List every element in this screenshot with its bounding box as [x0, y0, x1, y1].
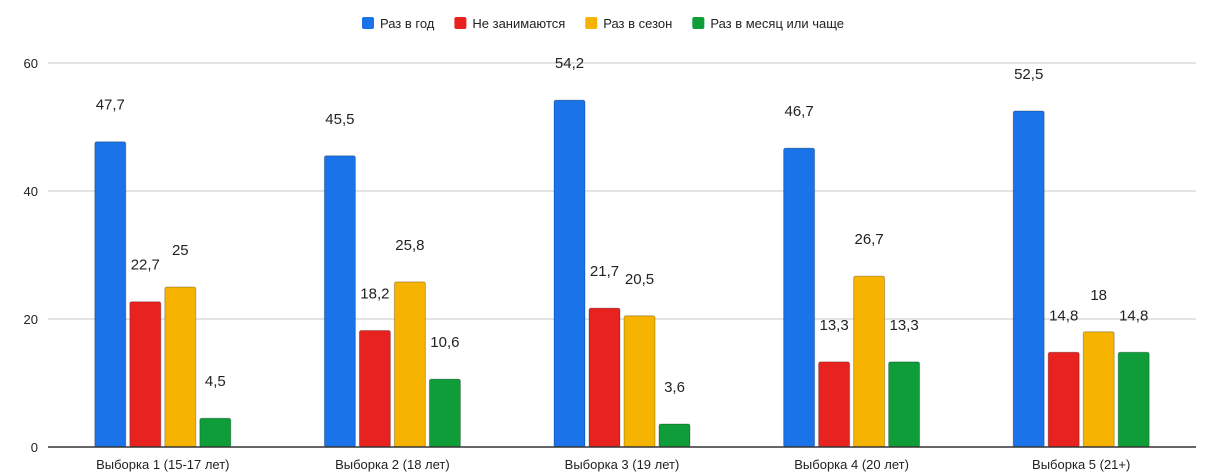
bar — [199, 417, 232, 448]
legend-item: Не занимаются — [454, 16, 565, 31]
data-label: 18,2 — [360, 286, 389, 303]
bar — [588, 307, 621, 448]
x-category-label: Выборка 2 (18 лет) — [335, 457, 450, 472]
bar — [888, 361, 921, 448]
data-label: 13,3 — [889, 317, 918, 334]
legend-label: Не занимаются — [472, 16, 565, 31]
data-label: 25,8 — [395, 237, 424, 254]
gridlines — [48, 62, 1196, 320]
data-label: 14,8 — [1119, 307, 1148, 324]
bar — [1082, 331, 1115, 448]
data-label: 22,7 — [131, 257, 160, 274]
x-category-label: Выборка 3 (19 лет) — [565, 457, 680, 472]
bar — [358, 330, 391, 448]
legend-item: Раз в месяц или чаще — [692, 16, 844, 31]
bars — [94, 99, 1150, 448]
y-tick-label: 60 — [24, 56, 38, 71]
data-label: 4,5 — [205, 373, 226, 390]
data-labels: 47,7 22,7 25 4,5 45,5 18,2 25,8 10,6 54,2 21,7 20,… — [96, 55, 1149, 396]
data-label: 10,6 — [430, 334, 459, 351]
data-label: 3,6 — [664, 379, 685, 396]
legend-label: Раз в сезон — [603, 16, 672, 31]
bar — [818, 361, 851, 448]
bar — [1117, 351, 1150, 448]
data-label: 14,8 — [1049, 307, 1078, 324]
legend-swatch — [361, 17, 374, 29]
legend-swatch — [454, 17, 467, 29]
x-category-label: Выборка 5 (21+) — [1032, 457, 1130, 472]
legend-label: Раз в год — [380, 16, 435, 31]
y-axis-ticks: 0 20 40 60 — [24, 56, 38, 455]
y-tick-label: 20 — [24, 312, 38, 327]
bar — [393, 281, 426, 448]
legend-swatch — [692, 17, 705, 29]
legend-item: Раз в год — [361, 16, 435, 31]
data-label: 13,3 — [819, 317, 848, 334]
data-label: 18 — [1090, 287, 1107, 304]
legend: Раз в год Не занимаются Раз в сезон Раз в м… — [361, 16, 844, 31]
data-label: 47,7 — [96, 97, 125, 114]
legend-item: Раз в сезон — [585, 16, 672, 31]
y-tick-label: 40 — [24, 184, 38, 199]
y-tick-label: 0 — [31, 440, 38, 455]
bar — [129, 301, 162, 448]
x-category-label: Выборка 1 (15-17 лет) — [96, 457, 229, 472]
data-label: 52,5 — [1014, 66, 1043, 83]
bar — [658, 423, 691, 448]
data-label: 45,5 — [325, 111, 354, 128]
data-label: 20,5 — [625, 271, 654, 288]
x-axis-categories: Выборка 1 (15-17 лет) Выборка 2 (18 лет) В… — [96, 457, 1130, 472]
bar — [94, 141, 127, 448]
bar — [1012, 110, 1045, 448]
data-label: 26,7 — [854, 231, 883, 248]
bar — [323, 155, 356, 448]
legend-swatch — [585, 17, 598, 29]
bar — [783, 147, 816, 448]
bar — [164, 286, 197, 448]
data-label: 46,7 — [784, 103, 813, 120]
x-category-label: Выборка 4 (20 лет) — [794, 457, 909, 472]
bar — [553, 99, 586, 448]
data-label: 21,7 — [590, 263, 619, 280]
legend-label: Раз в месяц или чаще — [710, 16, 844, 31]
bar — [1047, 351, 1080, 448]
bar — [428, 378, 461, 448]
bar — [853, 275, 886, 448]
data-label: 54,2 — [555, 55, 584, 72]
bar — [623, 315, 656, 448]
data-label: 25 — [172, 242, 189, 259]
